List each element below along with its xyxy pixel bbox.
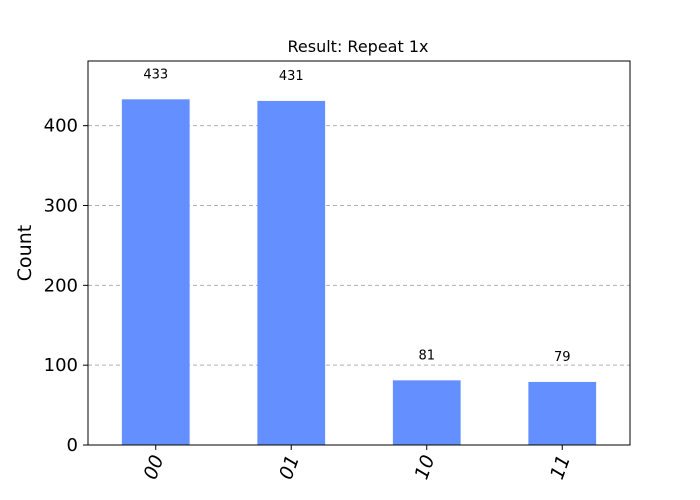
data-label-01: 431 <box>279 69 304 84</box>
y-axis-label: Count <box>14 225 36 281</box>
bar-01 <box>257 100 326 445</box>
chart-title: Result: Repeat 1x <box>288 37 429 56</box>
grid-layer <box>88 125 630 366</box>
data-label-00: 433 <box>143 67 168 82</box>
bar-11 <box>528 381 597 445</box>
plot-frame <box>87 60 631 446</box>
x-tick-label-01: 01 <box>275 452 304 482</box>
y-tick-label: 300 <box>44 195 78 216</box>
y-tick-label: 100 <box>44 355 78 376</box>
x-tick-label-00: 00 <box>140 452 169 482</box>
x-tick-label-10: 10 <box>411 452 440 482</box>
data-label-10: 81 <box>418 348 435 363</box>
data-label-layer: 433 431 81 79 <box>143 67 570 365</box>
bar-10 <box>392 380 461 445</box>
bar-00 <box>121 99 190 446</box>
y-tick-label: 200 <box>44 275 78 296</box>
data-label-11: 79 <box>554 350 571 365</box>
y-tick-label: 0 <box>67 435 78 456</box>
bar-layer <box>121 99 597 446</box>
y-tick-label: 400 <box>44 116 78 137</box>
x-tick-label-11: 11 <box>546 452 575 482</box>
